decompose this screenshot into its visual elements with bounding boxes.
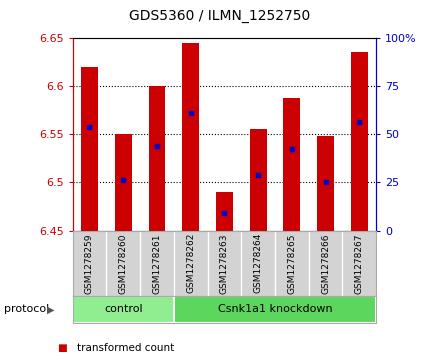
Text: protocol: protocol bbox=[4, 305, 50, 314]
Text: ▶: ▶ bbox=[47, 305, 55, 314]
Text: GSM1278261: GSM1278261 bbox=[152, 233, 161, 294]
Text: Csnk1a1 knockdown: Csnk1a1 knockdown bbox=[218, 305, 332, 314]
Bar bbox=[250, 129, 267, 231]
Bar bbox=[351, 52, 368, 231]
Text: GSM1278259: GSM1278259 bbox=[85, 233, 94, 294]
Bar bbox=[317, 136, 334, 231]
Text: GSM1278266: GSM1278266 bbox=[321, 233, 330, 294]
Text: GSM1278264: GSM1278264 bbox=[253, 233, 263, 294]
Bar bbox=[174, 296, 376, 323]
Text: GSM1278262: GSM1278262 bbox=[186, 233, 195, 294]
Bar bbox=[182, 43, 199, 231]
Bar bbox=[216, 192, 233, 231]
Bar bbox=[149, 86, 165, 231]
Text: GDS5360 / ILMN_1252750: GDS5360 / ILMN_1252750 bbox=[129, 9, 311, 23]
Text: GSM1278260: GSM1278260 bbox=[119, 233, 128, 294]
Bar bbox=[115, 134, 132, 231]
Bar bbox=[73, 296, 174, 323]
Text: transformed count: transformed count bbox=[77, 343, 174, 354]
Text: GSM1278265: GSM1278265 bbox=[287, 233, 297, 294]
Text: GSM1278263: GSM1278263 bbox=[220, 233, 229, 294]
Bar bbox=[81, 67, 98, 231]
Bar bbox=[283, 98, 301, 231]
Text: control: control bbox=[104, 305, 143, 314]
Text: GSM1278267: GSM1278267 bbox=[355, 233, 364, 294]
Text: ■: ■ bbox=[57, 343, 67, 354]
